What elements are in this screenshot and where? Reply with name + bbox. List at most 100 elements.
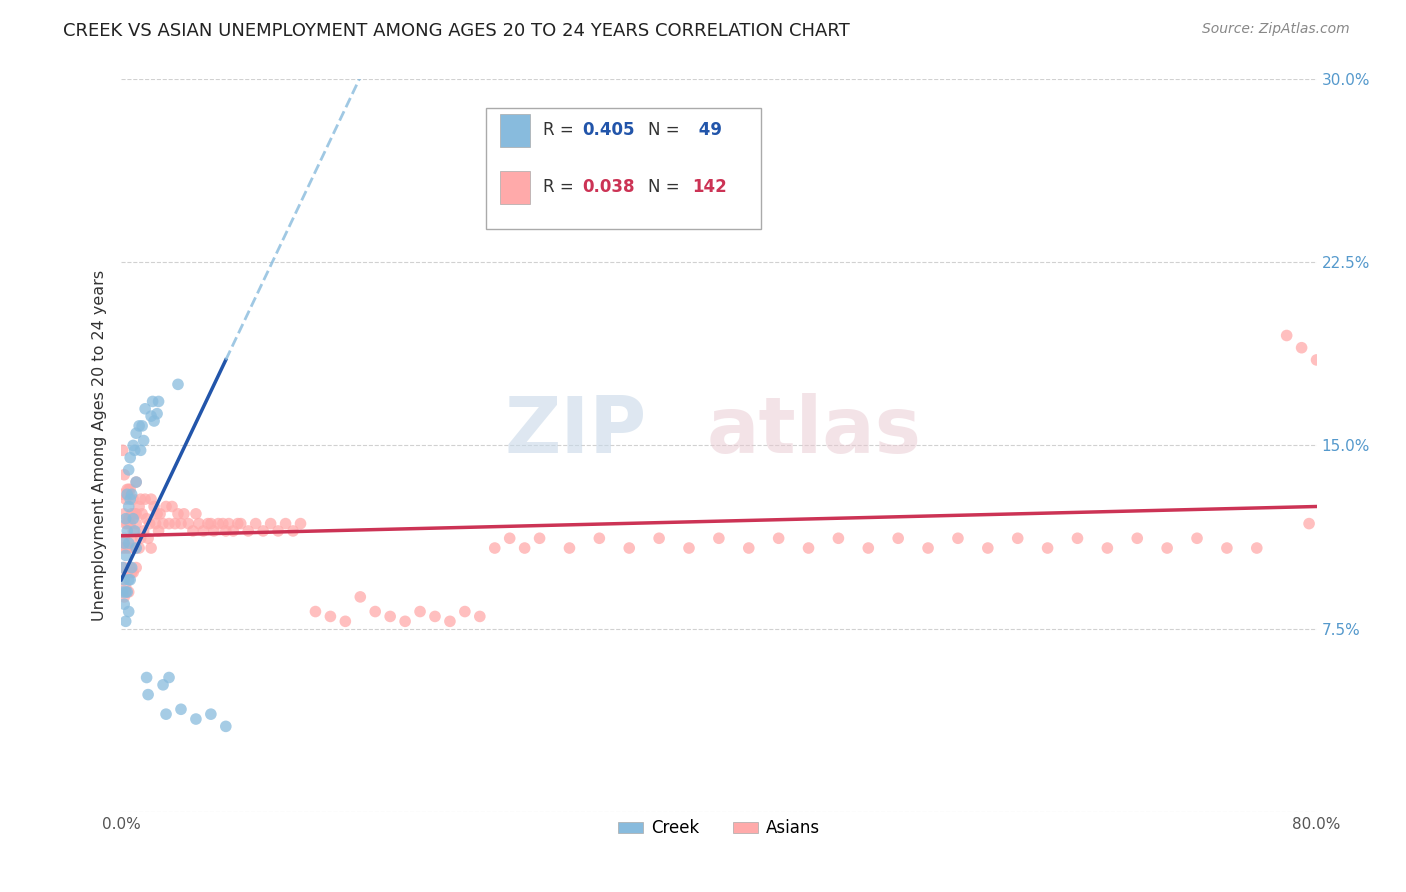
Point [125, 541, 148, 555]
Point [1246, 541, 1268, 555]
Point [118, 585, 141, 599]
Point [335, 615, 357, 629]
Point [1298, 516, 1320, 531]
Bar [501, 114, 530, 147]
Point [648, 531, 671, 545]
Point [112, 536, 135, 550]
Point [112, 573, 135, 587]
Point [202, 524, 225, 538]
Point [115, 483, 138, 497]
Point [114, 615, 136, 629]
Point [200, 516, 222, 531]
Point [290, 516, 312, 531]
Point [252, 524, 274, 538]
Point [118, 605, 141, 619]
Point [207, 516, 229, 531]
Point [112, 560, 135, 574]
Text: 142: 142 [693, 178, 727, 196]
Point [1007, 531, 1029, 545]
Point [122, 566, 145, 580]
Point [197, 516, 219, 531]
Point [454, 605, 477, 619]
Text: ZIP: ZIP [505, 392, 647, 469]
Point [215, 524, 238, 538]
Point [229, 516, 252, 531]
Point [738, 541, 761, 555]
Text: Source: ZipAtlas.com: Source: ZipAtlas.com [1202, 22, 1350, 37]
Point [319, 609, 342, 624]
Point [139, 409, 162, 423]
Point [274, 516, 297, 531]
Point [122, 512, 145, 526]
Point [121, 560, 143, 574]
Point [111, 585, 134, 599]
Point [120, 560, 142, 574]
Point [124, 524, 146, 538]
Point [157, 671, 180, 685]
Point [136, 531, 159, 545]
Point [129, 443, 152, 458]
Point [114, 549, 136, 563]
Point [124, 541, 146, 555]
Text: 49: 49 [693, 121, 721, 139]
Point [484, 541, 506, 555]
Point [409, 605, 432, 619]
Point [152, 678, 174, 692]
Point [499, 531, 522, 545]
Point [125, 516, 148, 531]
Point [112, 597, 135, 611]
Point [184, 507, 207, 521]
Point [118, 573, 141, 587]
Point [132, 434, 155, 448]
Point [1291, 341, 1313, 355]
Point [111, 560, 134, 574]
Point [118, 463, 141, 477]
Point [281, 524, 304, 538]
Point [1156, 541, 1178, 555]
Point [129, 492, 152, 507]
Point [134, 492, 156, 507]
Point [132, 524, 155, 538]
Text: CREEK VS ASIAN UNEMPLOYMENT AMONG AGES 20 TO 24 YEARS CORRELATION CHART: CREEK VS ASIAN UNEMPLOYMENT AMONG AGES 2… [63, 22, 851, 40]
Point [115, 516, 138, 531]
Point [160, 500, 183, 514]
Point [114, 585, 136, 599]
Point [128, 418, 150, 433]
Point [181, 524, 204, 538]
Point [588, 531, 610, 545]
Point [1305, 353, 1327, 368]
Point [125, 507, 148, 521]
Point [200, 707, 222, 722]
Point [1216, 541, 1239, 555]
Point [120, 492, 142, 507]
Point [468, 609, 491, 624]
Point [124, 507, 146, 521]
Point [145, 516, 167, 531]
Point [222, 524, 245, 538]
Y-axis label: Unemployment Among Ages 20 to 24 years: Unemployment Among Ages 20 to 24 years [93, 270, 107, 621]
Point [1066, 531, 1088, 545]
Point [193, 524, 215, 538]
Point [118, 500, 141, 514]
Point [173, 507, 195, 521]
Point [513, 541, 536, 555]
Point [1036, 541, 1059, 555]
Point [797, 541, 820, 555]
Point [114, 516, 136, 531]
Point [439, 615, 461, 629]
Point [114, 580, 136, 594]
Point [349, 590, 371, 604]
Point [118, 512, 141, 526]
Point [167, 507, 190, 521]
Point [887, 531, 910, 545]
Point [157, 516, 180, 531]
Point [121, 531, 143, 545]
Point [827, 531, 849, 545]
Point [768, 531, 790, 545]
Point [218, 516, 240, 531]
Point [112, 590, 135, 604]
Point [111, 487, 134, 501]
Point [121, 487, 143, 501]
Point [139, 541, 162, 555]
Point [977, 541, 1000, 555]
